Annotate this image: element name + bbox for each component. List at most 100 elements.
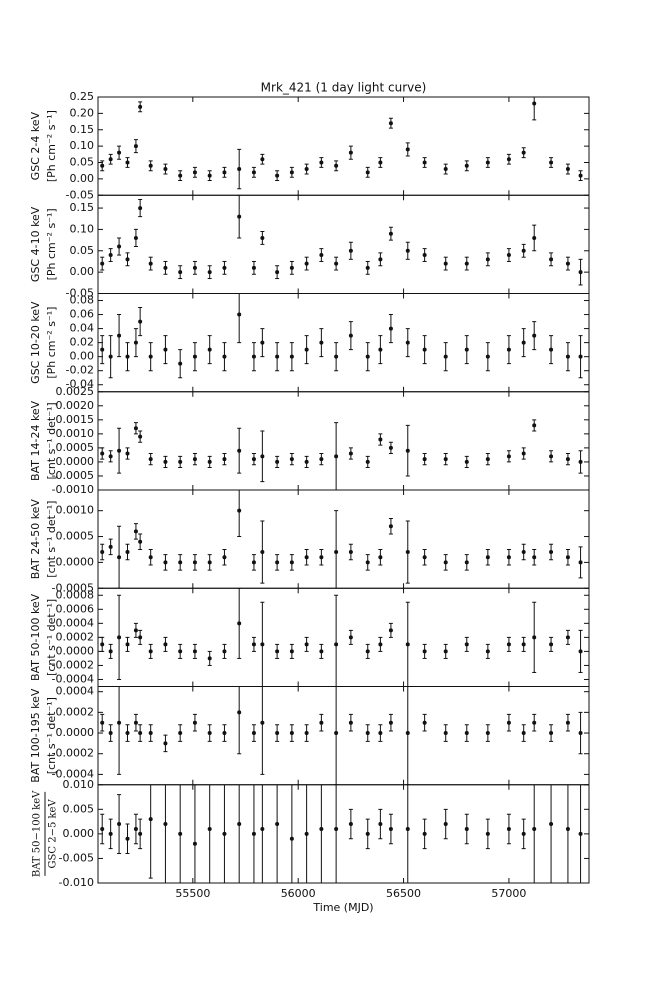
data-point xyxy=(133,235,138,240)
data-point xyxy=(100,163,105,168)
data-point xyxy=(388,326,393,331)
y-label-denominator: GSC 2−5 keV xyxy=(48,799,59,869)
data-point xyxy=(565,826,570,831)
y-axis-label: BAT 14-24 keV xyxy=(29,400,42,481)
data-point xyxy=(289,457,294,462)
data-point xyxy=(260,157,265,162)
y-tick-label: 0.0000 xyxy=(56,726,95,739)
y-axis-label: BAT 100-195 keV xyxy=(29,688,42,783)
y-axis-label: GSC 2-4 keV xyxy=(29,111,42,180)
y-tick-label: 0.005 xyxy=(63,802,95,815)
data-point xyxy=(117,822,122,827)
data-point xyxy=(464,560,469,565)
y-tick-label: 0.00 xyxy=(70,350,95,363)
data-point xyxy=(319,720,324,725)
data-point xyxy=(578,459,583,464)
data-point xyxy=(365,459,370,464)
data-layer xyxy=(100,195,583,286)
data-point xyxy=(378,437,383,442)
data-point xyxy=(237,508,242,513)
data-point xyxy=(260,454,265,459)
data-point xyxy=(237,621,242,626)
data-point xyxy=(378,257,383,262)
data-point xyxy=(506,642,511,647)
data-point xyxy=(133,340,138,345)
data-point xyxy=(422,831,427,836)
y-tick-label: -0.02 xyxy=(66,364,94,377)
data-point xyxy=(521,340,526,345)
data-point xyxy=(125,642,130,647)
data-point xyxy=(192,841,197,846)
data-point xyxy=(549,550,554,555)
chart-title: Mrk_421 (1 day light curve) xyxy=(261,81,427,95)
data-point xyxy=(506,720,511,725)
data-point xyxy=(237,710,242,715)
data-point xyxy=(108,649,113,654)
plot-frame xyxy=(97,784,590,884)
data-point xyxy=(422,457,427,462)
data-point xyxy=(549,454,554,459)
y-tick-label: 0.000 xyxy=(63,827,95,840)
data-point xyxy=(148,649,153,654)
data-point xyxy=(464,163,469,168)
data-point xyxy=(506,826,511,831)
data-point xyxy=(148,731,153,736)
data-point xyxy=(163,459,168,464)
y-axis-label: [cnt s⁻¹ det⁻¹] xyxy=(45,697,58,774)
data-point xyxy=(222,265,227,270)
data-point xyxy=(133,529,138,534)
y-axis-label: [Ph cm⁻² s⁻¹] xyxy=(45,307,58,379)
data-point xyxy=(485,555,490,560)
data-point xyxy=(133,628,138,633)
y-tick-label: -0.05 xyxy=(66,188,94,201)
data-point xyxy=(485,649,490,654)
plot-frame xyxy=(97,587,590,687)
data-point xyxy=(251,265,256,270)
data-point xyxy=(443,167,448,172)
plot-frame xyxy=(97,489,590,589)
data-point xyxy=(506,347,511,352)
data-point xyxy=(422,160,427,165)
y-tick-label: 0.0010 xyxy=(56,427,95,440)
data-point xyxy=(117,150,122,155)
data-point xyxy=(549,642,554,647)
data-point xyxy=(275,270,280,275)
data-point xyxy=(289,354,294,359)
data-point xyxy=(319,160,324,165)
data-point xyxy=(443,731,448,736)
y-tick-label: 0.15 xyxy=(70,201,95,214)
data-point xyxy=(260,235,265,240)
y-tick-label: 0.05 xyxy=(70,244,95,257)
x-tick-label: 57000 xyxy=(491,887,526,900)
data-point xyxy=(506,157,511,162)
data-point xyxy=(506,454,511,459)
data-point xyxy=(251,457,256,462)
data-point xyxy=(443,822,448,827)
data-point xyxy=(485,160,490,165)
data-point xyxy=(178,731,183,736)
data-point xyxy=(100,451,105,456)
data-point xyxy=(319,340,324,345)
data-point xyxy=(237,214,242,219)
data-point xyxy=(163,822,168,827)
x-axis-label: Time (MJD) xyxy=(312,901,373,914)
y-axis-label: [cnt s⁻¹ det⁻¹] xyxy=(45,402,58,479)
data-point xyxy=(125,731,130,736)
data-point xyxy=(117,555,122,560)
data-point xyxy=(334,642,339,647)
data-point xyxy=(405,340,410,345)
data-point xyxy=(348,822,353,827)
y-axis-label: GSC 10-20 keV xyxy=(29,301,42,384)
y-tick-label: 0.0020 xyxy=(56,399,95,412)
data-layer xyxy=(100,293,583,379)
y-tick-label: 0.0025 xyxy=(56,385,95,398)
data-point xyxy=(100,720,105,725)
data-point xyxy=(532,635,537,640)
data-point xyxy=(251,831,256,836)
y-tick-label: 0.10 xyxy=(70,139,95,152)
data-point xyxy=(138,831,143,836)
data-point xyxy=(237,822,242,827)
y-tick-label: -0.0005 xyxy=(52,581,94,594)
data-point xyxy=(138,635,143,640)
data-point xyxy=(532,720,537,725)
